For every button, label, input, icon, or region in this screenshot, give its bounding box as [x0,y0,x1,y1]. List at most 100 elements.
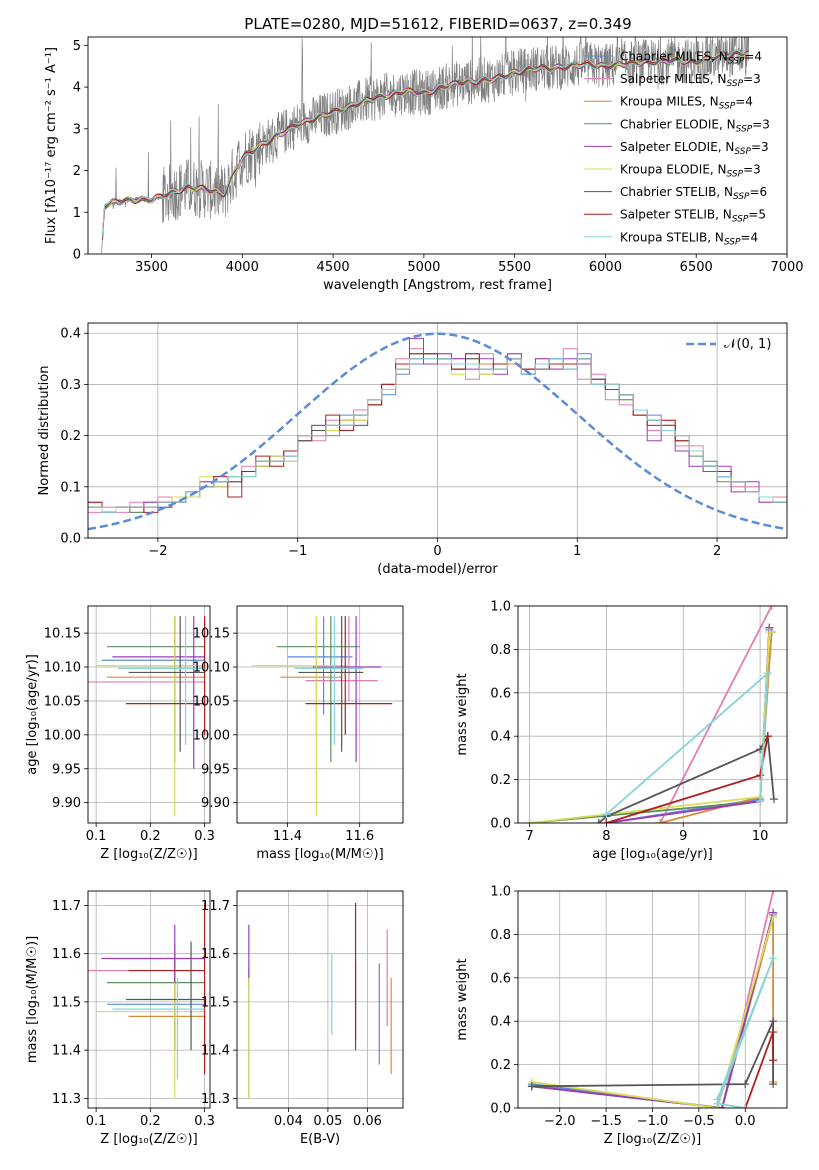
y-tick-label: 0.6 [490,686,511,701]
x-tick-label: 10 [752,829,769,844]
x-tick-label: 0.3 [194,829,215,844]
panel-age-vs-Z: 0.1 0.2 0.3 9.90 9.95 10.00 10.05 10.10 10.15 Z [… [25,605,215,862]
x-tick-label: 6500 [680,260,713,275]
mass-weight-line [716,957,774,1108]
y-tick-label: 10.15 [193,627,230,642]
legend-entry: Salpeter MILES, NSSP=3 [620,72,761,89]
x-tick-label: 8 [602,829,610,844]
y-tick-label: 11.4 [52,1044,81,1059]
x-tick-label: 0.06 [353,1114,382,1129]
axes-frame [517,605,788,824]
y-tick-label: 11.7 [201,899,230,914]
x-axis-label: Z [log₁₀(Z/Z☉)] [100,1132,197,1147]
axes-frame [87,890,211,1109]
y-tick-label: 11.5 [201,995,230,1010]
legend-entry: Chabrier STELIB, NSSP=6 [620,185,767,202]
y-tick-label: 0.4 [60,327,81,342]
plot-area [101,37,750,254]
normal-curve [88,332,787,531]
plot-area [527,891,778,1108]
panel-age-vs-mass: 11.4 11.6 9.90 9.95 10.00 10.05 10.10 10.15 mass… [193,605,404,862]
panel-mass-vs-ebv: 0.04 0.05 0.06 11.3 11.4 11.5 11.6 11.7 E(B-V) [201,890,404,1147]
y-tick-label: 1.0 [490,600,511,615]
x-tick-label: 2 [713,544,721,559]
y-tick-label: 1 [73,206,81,221]
x-tick-label: 7 [525,829,533,844]
legend-entry: Chabrier ELODIE, NSSP=3 [620,117,770,134]
legend-entry: Chabrier MILES, NSSP=4 [620,50,762,67]
x-axis-label: E(B-V) [300,1132,340,1147]
mass-weight-line [531,916,774,1108]
axes-frame [236,890,404,1109]
x-tick-label: 0.2 [140,1114,161,1129]
plot-area [88,332,787,538]
axes-frame [87,322,788,539]
y-tick-label: 11.7 [52,899,81,914]
y-tick-label: 10.15 [44,627,81,642]
y-tick-label: 0.2 [490,773,511,788]
x-axis-label: mass [log₁₀(M/M☉)] [256,847,383,862]
figure-title: PLATE=0280, MJD=51612, FIBERID=0637, z=0… [244,15,631,33]
x-tick-label: 0.1 [86,829,107,844]
plot-area [248,903,392,1099]
y-tick-label: 0.0 [490,1102,511,1117]
x-tick-label: 0 [433,544,441,559]
panel-mass-vs-Z: 0.1 0.2 0.3 11.3 11.4 11.5 11.6 11.7 Z [log₁₀(Z/… [25,890,215,1147]
model-spectrum-line [102,52,749,241]
legend-entry: Kroupa STELIB, NSSP=4 [620,230,758,247]
y-tick-label: 11.5 [52,995,81,1010]
y-tick-label: 11.4 [201,1044,230,1059]
y-tick-label: 9.90 [201,796,230,811]
x-axis-label: (data-model)/error [377,562,498,577]
x-tick-label: 6000 [589,260,622,275]
y-tick-label: 3 [73,122,81,137]
y-tick-label: 0.4 [490,1015,511,1030]
panel-mass-weight-vs-age: 7 8 9 10 0.0 0.2 0.4 0.6 0.8 1.0 age [log₁₀(age/yr… [455,600,788,862]
x-tick-label: 0.0 [735,1114,756,1129]
axes-frame [517,890,788,1109]
x-tick-label: 0.3 [194,1114,215,1129]
y-tick-label: 11.6 [52,947,81,962]
histogram-series [88,358,787,538]
panel-residuals: −2 −1 0 1 2 0.0 0.1 0.2 0.3 0.4 (data-model)/error… [37,322,788,577]
panel-spectrum: 3500 4000 4500 5000 5500 6000 6500 7000 0 1 2 3 4 5 wa… [44,36,804,293]
axes-frame [87,605,211,824]
legend-entry: Salpeter STELIB, NSSP=5 [620,208,766,225]
x-tick-label: 11.4 [273,829,302,844]
axes-frame [87,36,788,255]
y-axis-label: Normed distribution [37,366,52,496]
y-tick-label: 9.95 [52,762,81,777]
mass-weight-line [659,606,773,823]
y-tick-label: 10.00 [193,728,230,743]
y-tick-label: 0.0 [60,532,81,547]
mass-weight-line [721,891,774,1108]
y-tick-label: 10.10 [193,661,230,676]
y-tick-label: 1.0 [490,885,511,900]
legend-entry: Salpeter ELODIE, NSSP=3 [620,140,769,157]
y-tick-label: 5 [73,39,81,54]
x-tick-label: 0.2 [140,829,161,844]
x-tick-label: −2 [148,544,167,559]
y-tick-label: 0.4 [490,730,511,745]
x-tick-label: 4500 [317,260,350,275]
x-tick-label: −1.0 [637,1114,669,1129]
y-tick-label: 0.1 [60,480,81,495]
legend-entry: Kroupa ELODIE, NSSP=3 [620,163,761,180]
y-axis-label: mass weight [455,673,470,755]
y-axis-label: age [log₁₀(age/yr)] [25,654,40,775]
y-tick-label: 10.05 [44,694,81,709]
x-tick-label: 4000 [226,260,259,275]
y-tick-label: 9.90 [52,796,81,811]
observed-spectrum [101,37,750,254]
y-tick-label: 0.2 [60,429,81,444]
y-tick-label: 0.3 [60,378,81,393]
y-tick-label: 0 [73,248,81,263]
y-tick-label: 0.2 [490,1058,511,1073]
plot-area [88,616,206,817]
y-tick-label: 2 [73,164,81,179]
normal-legend-label: 𝒩(0, 1) [724,337,771,352]
plot-area [88,903,206,1099]
x-tick-label: 1 [573,544,581,559]
spectrum-legend: Chabrier MILES, NSSP=4 Salpeter MILES, NS… [584,50,770,247]
